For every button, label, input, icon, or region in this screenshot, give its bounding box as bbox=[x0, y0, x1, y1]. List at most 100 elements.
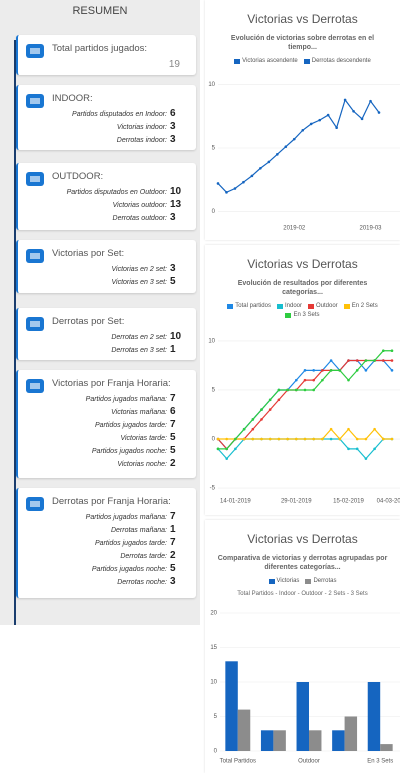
legend-swatch bbox=[234, 58, 241, 64]
y-tick-label: 20 bbox=[210, 611, 217, 617]
chart-title: Victorias vs Derrotas bbox=[247, 257, 358, 271]
row-label: Derrotas tarde: bbox=[120, 553, 167, 560]
card-icon bbox=[26, 172, 44, 186]
data-point bbox=[347, 359, 350, 362]
row-label: Victorias en 2 set: bbox=[111, 266, 167, 273]
data-point bbox=[268, 398, 272, 402]
data-point bbox=[260, 418, 263, 421]
card: Derrotas por Set: Derrotas en 2 set: 10 Der… bbox=[16, 308, 196, 360]
row-value: 10 bbox=[170, 186, 182, 197]
data-point bbox=[329, 369, 333, 372]
data-point bbox=[382, 349, 385, 353]
data-point bbox=[295, 437, 298, 441]
data-point bbox=[369, 99, 372, 103]
y-tick-label: 15 bbox=[210, 645, 217, 651]
data-point bbox=[251, 437, 255, 441]
y-tick-label: 0 bbox=[214, 749, 218, 755]
data-point bbox=[390, 369, 394, 372]
data-point bbox=[382, 359, 385, 362]
chart-subtitle: Evolución de victorias sobre derrotas en… bbox=[230, 35, 375, 51]
row-label: Partidos jugados mañana: bbox=[85, 514, 167, 521]
card-title: INDOOR: bbox=[52, 93, 93, 104]
data-point bbox=[390, 359, 394, 362]
legend-label: Victorias ascendente bbox=[242, 58, 298, 64]
bar bbox=[309, 730, 322, 751]
legend: Victorias Derrotas bbox=[213, 578, 392, 587]
data-point bbox=[321, 437, 324, 441]
data-point bbox=[364, 437, 368, 441]
data-point bbox=[277, 437, 281, 441]
row-label: Partidos jugados noche: bbox=[91, 448, 167, 455]
chart-subtitle: Evolución de resultados por diferentes c… bbox=[237, 280, 368, 296]
data-point bbox=[260, 408, 263, 411]
legend-swatch bbox=[303, 58, 310, 64]
chart-subtitle: Comparativa de victorias y derrotas agru… bbox=[217, 555, 388, 571]
card-icon bbox=[26, 44, 44, 58]
icon-detail bbox=[30, 98, 40, 104]
row-value: 5 bbox=[170, 563, 176, 574]
row-label: Derrotas noche: bbox=[117, 579, 167, 586]
icon-detail bbox=[30, 501, 40, 507]
y-tick-label: 0 bbox=[212, 437, 216, 443]
legend-label: Outdoor bbox=[316, 303, 338, 309]
data-point bbox=[234, 437, 237, 441]
y-tick-label: 0 bbox=[212, 209, 216, 215]
row-label: Derrotas en 2 set: bbox=[111, 334, 167, 341]
row-label: Partidos jugados tarde: bbox=[95, 540, 167, 547]
card: Derrotas por Franja Horaria: Partidos jug… bbox=[16, 488, 196, 598]
card-rows: Partidos jugados mañana: 7 Victorias mañan… bbox=[20, 393, 180, 471]
data-point bbox=[355, 359, 359, 362]
x-tick-label: Total Partidos bbox=[220, 759, 256, 765]
row-value: 3 bbox=[170, 212, 176, 223]
row-value: 7 bbox=[170, 537, 176, 548]
card-rows: Derrotas en 2 set: 10 Derrotas en 3 set: 1 bbox=[20, 331, 182, 357]
data-point bbox=[295, 388, 298, 392]
x-tick-label: 2019-03 bbox=[360, 226, 383, 232]
card-title: Victorias por Set: bbox=[52, 248, 125, 259]
chart-panel: -5 0 5 10 14-01-2019 29-01-2019 15-02-2019 04-0… bbox=[205, 245, 400, 515]
card-title: Derrotas por Franja Horaria: bbox=[52, 496, 171, 507]
data-point bbox=[377, 111, 381, 114]
legend-item: Derrotas descendente bbox=[303, 58, 371, 64]
data-point bbox=[216, 182, 220, 185]
data-point bbox=[292, 137, 296, 141]
data-point bbox=[382, 437, 385, 441]
summary-panel: RESUMEN Total partidos jugados: 19 INDOOR:… bbox=[0, 0, 200, 625]
card-row: Victorias tarde: 5 bbox=[20, 432, 180, 445]
data-point bbox=[303, 369, 307, 372]
card-title: OUTDOOR: bbox=[52, 171, 104, 182]
summary-title: RESUMEN bbox=[72, 5, 128, 17]
card-row: Victorias en 3 set: 5 bbox=[20, 276, 180, 289]
y-tick-label: 5 bbox=[212, 388, 216, 394]
data-point bbox=[225, 191, 228, 194]
icon-detail bbox=[30, 176, 40, 182]
data-point bbox=[312, 378, 315, 382]
data-point bbox=[225, 447, 228, 451]
data-point bbox=[390, 437, 394, 441]
row-value: 10 bbox=[170, 331, 182, 342]
y-tick-label: 10 bbox=[208, 338, 215, 344]
card: OUTDOOR: Partidos disputados en Outdoor: 1… bbox=[16, 163, 196, 230]
legend: Total partidos Indoor Outdoor En 2 Sets En 3… bbox=[213, 303, 392, 321]
legend-swatch bbox=[285, 312, 292, 318]
chart-header: Victorias vs Derrotas Evolución de victor… bbox=[205, 0, 400, 67]
data-point bbox=[321, 378, 324, 382]
data-point bbox=[347, 427, 350, 431]
chart-panel: 0 5 10 2019-02 2019-03 Victorias vs Derrotas E… bbox=[205, 0, 400, 240]
x-tick-label: 29-01-2019 bbox=[281, 499, 312, 505]
data-point bbox=[268, 408, 272, 411]
data-point bbox=[233, 187, 237, 190]
row-label: Victorias mañana: bbox=[111, 409, 167, 416]
card-row: Derrotas indoor: 3 bbox=[20, 134, 180, 147]
data-point bbox=[286, 437, 289, 441]
legend-swatch bbox=[276, 303, 283, 309]
bar bbox=[260, 730, 274, 751]
row-label: Derrotas mañana: bbox=[110, 527, 167, 534]
card-row: Victorias mañana: 6 bbox=[20, 406, 180, 419]
data-point bbox=[242, 437, 246, 441]
legend-item: Total partidos bbox=[227, 303, 271, 309]
card-row: Derrotas noche: 3 bbox=[20, 576, 180, 589]
x-tick-label: 04-03-2019 bbox=[377, 499, 400, 505]
bar bbox=[332, 730, 345, 751]
legend-label: Derrotas bbox=[313, 578, 337, 584]
